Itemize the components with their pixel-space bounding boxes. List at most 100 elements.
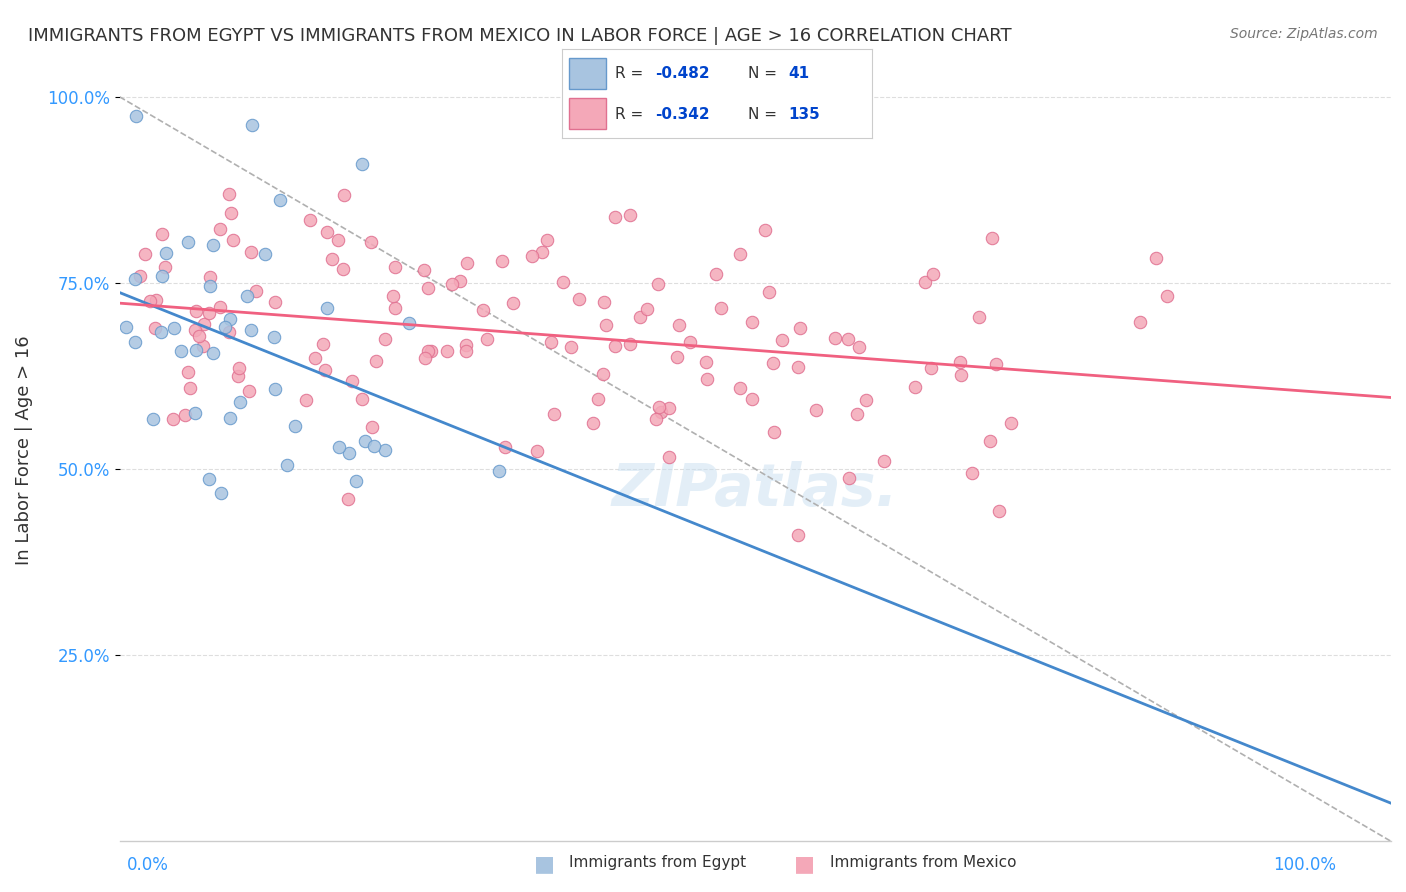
Point xyxy=(628,310,651,325)
Point xyxy=(229,394,252,409)
Point xyxy=(374,332,396,346)
Point xyxy=(209,486,232,500)
Point xyxy=(332,262,354,277)
Point xyxy=(1000,416,1022,430)
Point xyxy=(855,392,877,407)
Point xyxy=(650,405,672,419)
Point xyxy=(253,247,276,261)
Point xyxy=(222,233,245,247)
Point xyxy=(984,357,1007,371)
Point xyxy=(169,344,191,359)
Point xyxy=(363,439,385,453)
Point xyxy=(920,361,942,376)
Text: 100.0%: 100.0% xyxy=(1272,855,1336,873)
Text: ZIPatlas.: ZIPatlas. xyxy=(612,461,898,518)
Point xyxy=(441,277,464,292)
Point xyxy=(326,233,349,247)
Point xyxy=(420,344,443,359)
Point xyxy=(264,382,287,396)
Point xyxy=(741,392,763,406)
Point xyxy=(263,330,285,344)
Point xyxy=(530,245,553,260)
Text: R =: R = xyxy=(614,107,648,121)
Point xyxy=(162,411,184,425)
Point xyxy=(152,227,174,241)
Text: ■: ■ xyxy=(794,854,815,873)
Point xyxy=(337,445,360,459)
Point xyxy=(491,254,513,268)
Point xyxy=(502,296,524,310)
Point xyxy=(173,408,195,422)
Y-axis label: In Labor Force | Age > 16: In Labor Force | Age > 16 xyxy=(15,335,32,566)
Point xyxy=(226,369,249,384)
Text: -0.342: -0.342 xyxy=(655,107,710,121)
Point xyxy=(728,247,751,261)
Point xyxy=(344,474,367,488)
Point xyxy=(239,244,262,259)
Point xyxy=(314,363,336,377)
Point xyxy=(494,441,516,455)
Point xyxy=(824,331,846,345)
Point xyxy=(321,252,343,267)
Point xyxy=(336,491,359,506)
Point xyxy=(710,301,733,316)
Point xyxy=(988,504,1011,518)
Point xyxy=(475,332,498,346)
Point xyxy=(304,351,326,365)
Point xyxy=(412,263,434,277)
Point xyxy=(139,293,162,308)
Point xyxy=(191,339,214,353)
Point xyxy=(197,472,219,486)
Point xyxy=(115,319,138,334)
Point xyxy=(276,458,298,473)
Point xyxy=(184,323,207,337)
Point xyxy=(200,269,222,284)
Point xyxy=(186,343,208,357)
Point xyxy=(384,260,406,274)
Point xyxy=(354,434,377,448)
Point xyxy=(1129,315,1152,329)
Text: 0.0%: 0.0% xyxy=(127,855,169,873)
Point xyxy=(202,346,225,360)
Point xyxy=(645,412,668,426)
Point xyxy=(873,454,896,468)
Point xyxy=(762,356,785,370)
Point xyxy=(143,321,166,335)
Point xyxy=(595,318,617,332)
Point xyxy=(786,528,808,542)
Point xyxy=(647,277,669,292)
Point xyxy=(1156,289,1178,303)
Point xyxy=(208,300,231,314)
Text: N =: N = xyxy=(748,107,782,121)
Point xyxy=(145,293,167,307)
Point xyxy=(678,334,700,349)
Point xyxy=(804,402,827,417)
Point xyxy=(960,467,983,481)
Point xyxy=(456,338,478,352)
Point xyxy=(218,311,240,326)
Point xyxy=(914,276,936,290)
Point xyxy=(193,317,215,331)
Point xyxy=(904,380,927,394)
Text: -0.482: -0.482 xyxy=(655,66,710,80)
Point xyxy=(360,235,382,249)
Point xyxy=(208,222,231,236)
Point xyxy=(696,372,718,386)
Point xyxy=(245,284,267,298)
Point xyxy=(124,271,146,285)
Point xyxy=(981,230,1004,244)
Text: ■: ■ xyxy=(534,854,555,873)
Point xyxy=(218,325,240,339)
Point xyxy=(449,274,471,288)
Point xyxy=(789,320,811,334)
Point xyxy=(177,235,200,249)
Point xyxy=(658,401,681,416)
Point xyxy=(328,440,350,454)
Point xyxy=(142,412,165,426)
Point xyxy=(134,247,156,261)
FancyBboxPatch shape xyxy=(568,58,606,89)
Point xyxy=(214,320,236,334)
Point xyxy=(728,382,751,396)
Point xyxy=(163,321,186,335)
Point xyxy=(295,392,318,407)
